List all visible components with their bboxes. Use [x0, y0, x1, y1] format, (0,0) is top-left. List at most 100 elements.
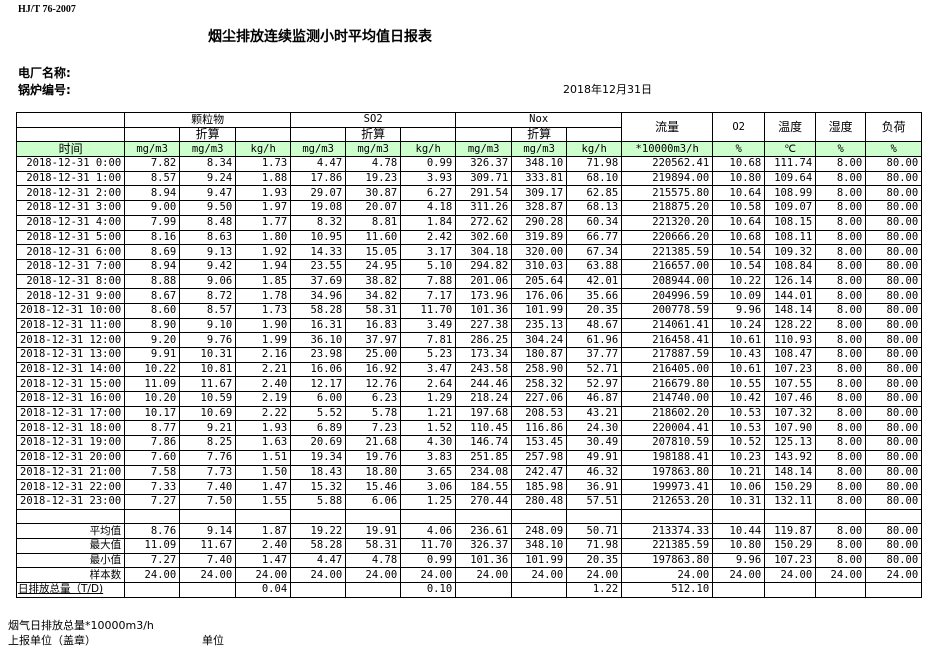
value-cell: 9.50: [179, 200, 237, 216]
value-cell: 146.74: [455, 435, 513, 451]
value-cell: 110.45: [455, 420, 513, 437]
value-cell: 10.23: [712, 449, 766, 466]
value-cell: 3.17: [400, 244, 457, 260]
hourly-report-table: 颗粒物 SO2 Nox 流量 O2 温度 湿度 负荷 折算 折算 折算 时间 mg…: [15, 111, 923, 598]
value-cell: 220562.41: [621, 156, 714, 172]
unit-cell: mg/m3: [290, 141, 347, 158]
header-time: 时间: [15, 141, 126, 158]
summary-value: 24.00: [400, 567, 457, 583]
header-o2: O2: [712, 111, 766, 143]
value-cell: 320.00: [511, 244, 568, 260]
value-cell: 8.00: [815, 420, 867, 437]
table-row: 2018-12-31 22:00 7.33 7.40 1.47 15.32 15.46 3.…: [15, 479, 923, 495]
value-cell: 10.53: [712, 420, 766, 437]
summary-value: 58.31: [345, 537, 402, 554]
value-cell: 5.10: [400, 258, 457, 275]
value-cell: 52.97: [566, 376, 623, 393]
value-cell: 10.95: [290, 229, 347, 246]
value-cell: 10.09: [712, 288, 766, 304]
summary-value: 326.37: [455, 537, 513, 554]
summary-value: 24.00: [712, 567, 766, 583]
value-cell: 16.31: [290, 317, 347, 334]
table-row: 2018-12-31 10:00 8.60 8.57 1.73 58.28 58.31 11…: [15, 302, 923, 319]
value-cell: 36.10: [290, 332, 347, 348]
value-cell: 80.00: [865, 200, 923, 216]
value-cell: 80.00: [865, 156, 923, 172]
summary-value: 11.67: [179, 537, 237, 554]
value-cell: 80.00: [865, 435, 923, 451]
value-cell: 110.93: [764, 332, 817, 348]
value-cell: 30.87: [345, 185, 402, 202]
table-row: 2018-12-31 19:00 7.86 8.25 1.63 20.69 21.68 4.…: [15, 435, 923, 451]
value-cell: 10.64: [712, 214, 766, 231]
boiler-number-label: 锅炉编号:: [18, 83, 71, 97]
summary-value: 0.99: [400, 552, 457, 569]
value-cell: 1.29: [400, 391, 457, 407]
value-cell: 4.18: [400, 200, 457, 216]
blank-cell: [566, 508, 623, 525]
value-cell: 36.91: [566, 479, 623, 495]
blank-cell: [400, 508, 457, 525]
value-cell: 3.49: [400, 317, 457, 334]
blank-cell: [15, 508, 126, 525]
value-cell: 11.70: [400, 302, 457, 319]
value-cell: 35.66: [566, 288, 623, 304]
value-cell: 8.77: [124, 420, 181, 437]
value-cell: 8.00: [815, 156, 867, 172]
value-cell: 8.57: [179, 302, 237, 319]
value-cell: 10.31: [179, 347, 237, 363]
value-cell: 180.87: [511, 347, 568, 363]
value-cell: 7.99: [124, 214, 181, 231]
unit-cell: kg/h: [400, 141, 457, 158]
daily-total-value: 512.10: [621, 582, 714, 598]
value-cell: 10.06: [712, 479, 766, 495]
value-cell: 8.00: [815, 214, 867, 231]
summary-value: 11.70: [400, 537, 457, 554]
value-cell: 9.13: [179, 244, 237, 260]
value-cell: 38.82: [345, 273, 402, 290]
header-blank: [15, 112, 126, 128]
daily-total-label: 日排放总量（T/D): [15, 582, 126, 598]
value-cell: 8.90: [124, 317, 181, 334]
summary-value: 24.00: [235, 567, 292, 583]
value-cell: 1.80: [235, 229, 292, 246]
value-cell: 2.19: [235, 391, 292, 407]
summary-value: 58.28: [290, 537, 347, 554]
value-cell: 208944.00: [621, 273, 714, 290]
time-cell: 2018-12-31 11:00: [15, 317, 126, 334]
header-temperature: 温度: [764, 111, 817, 143]
value-cell: 304.18: [455, 244, 513, 260]
time-cell: 2018-12-31 23:00: [15, 493, 126, 510]
value-cell: 126.14: [764, 273, 817, 290]
value-cell: 7.17: [400, 288, 457, 304]
daily-total-value: 0.10: [400, 582, 457, 598]
header-blank: [566, 126, 623, 143]
value-cell: 244.46: [455, 376, 513, 393]
value-cell: 7.86: [124, 435, 181, 451]
value-cell: 7.27: [124, 493, 181, 510]
value-cell: 294.82: [455, 258, 513, 275]
value-cell: 216657.00: [621, 258, 714, 275]
value-cell: 9.06: [179, 273, 237, 290]
blank-cell: [235, 508, 292, 525]
value-cell: 10.69: [179, 405, 237, 422]
value-cell: 328.87: [511, 200, 568, 216]
value-cell: 80.00: [865, 347, 923, 363]
value-cell: 144.01: [764, 288, 817, 304]
value-cell: 214061.41: [621, 317, 714, 334]
summary-row: 最小值 7.27 7.40 1.47 4.47 4.78 0.99 101.36 101.99 2…: [15, 552, 923, 569]
value-cell: 3.65: [400, 464, 457, 481]
header-blank: [124, 126, 181, 143]
value-cell: 148.14: [764, 464, 817, 481]
value-cell: 12.76: [345, 376, 402, 393]
summary-value: 24.00: [345, 567, 402, 583]
value-cell: 10.43: [712, 347, 766, 363]
value-cell: 7.81: [400, 332, 457, 348]
summary-value: 7.40: [179, 552, 237, 569]
summary-value: 221385.59: [621, 537, 714, 554]
value-cell: 8.00: [815, 200, 867, 216]
value-cell: 10.31: [712, 493, 766, 510]
summary-value: 80.00: [865, 537, 923, 554]
table-row: 2018-12-31 20:00 7.60 7.76 1.51 19.34 19.76 3.…: [15, 449, 923, 466]
time-cell: 2018-12-31 12:00: [15, 332, 126, 348]
